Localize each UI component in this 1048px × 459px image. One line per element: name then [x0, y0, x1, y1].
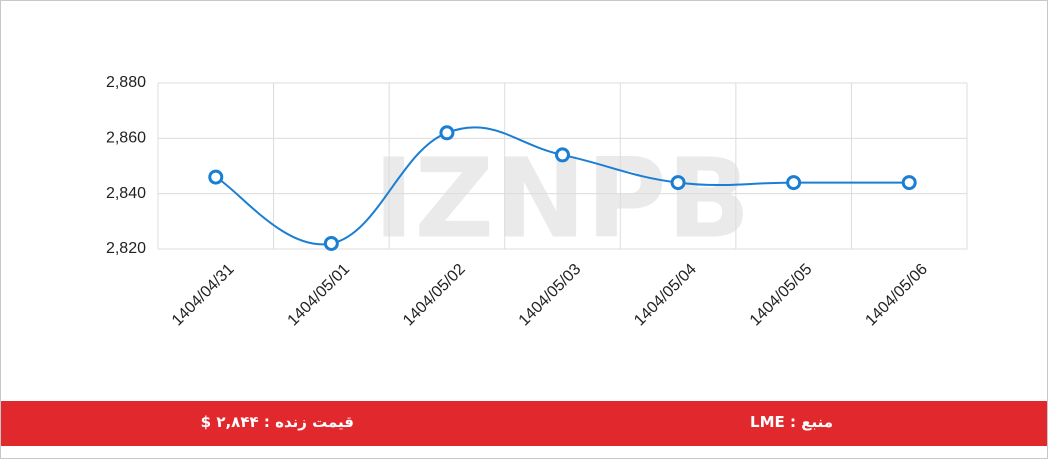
- y-tick-label: 2,840: [106, 185, 146, 202]
- point: [208, 169, 224, 185]
- live-price: قیمت زنده : ۲,۸۴۴ $: [200, 413, 354, 431]
- x-tick-label: 1404/05/06: [862, 261, 931, 330]
- y-tick-label: 2,820: [106, 240, 146, 257]
- x-tick-label: 1404/05/03: [516, 261, 585, 330]
- point: [323, 235, 339, 251]
- x-tick-label: 1404/04/31: [169, 261, 238, 330]
- footer: قیمت زنده : ۲,۸۴۴ $ منبع : LME: [1, 401, 1047, 446]
- y-tick-label: 2,880: [106, 74, 146, 91]
- x-tick-label: 1404/05/01: [285, 261, 354, 330]
- point: [439, 125, 455, 141]
- x-tick-label: 1404/05/04: [631, 261, 700, 330]
- x-tick-label: 1404/05/02: [400, 261, 469, 330]
- point: [786, 175, 802, 191]
- source: منبع : LME: [750, 413, 833, 431]
- x-tick-label: 1404/05/05: [747, 261, 816, 330]
- y-tick-label: 2,860: [106, 130, 146, 147]
- point: [901, 175, 917, 191]
- point: [555, 147, 570, 163]
- point: [670, 175, 686, 191]
